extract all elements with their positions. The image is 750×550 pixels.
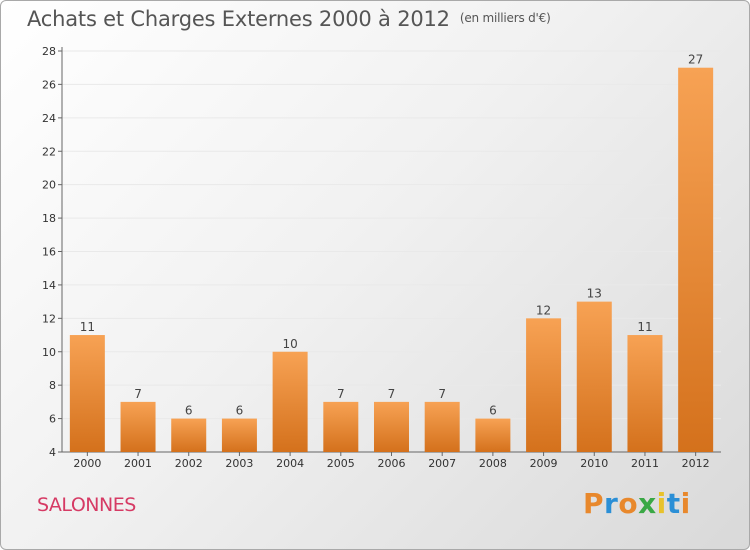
data-label: 6 <box>185 404 193 418</box>
y-tick-label: 14 <box>42 279 56 292</box>
data-label: 7 <box>438 387 446 401</box>
data-label: 6 <box>489 404 497 418</box>
logo-letter: r <box>604 487 619 520</box>
bar-2010 <box>576 301 612 452</box>
data-label: 10 <box>282 337 297 351</box>
y-tick-label: 26 <box>42 78 56 91</box>
chart-subtitle: (en milliers d'€) <box>459 11 551 25</box>
x-tick-labels: 2000 2001 2002 2003 2004 2005 2006 2007 2008 2009… <box>73 457 709 470</box>
bar-2012 <box>678 67 714 452</box>
logo-letter: x <box>638 487 657 520</box>
logo-letter: t <box>666 487 681 520</box>
chart-title-text: Achats et Charges Externes 2000 à 2012 <box>27 7 450 31</box>
proxiti-logo: Proxiti <box>583 487 691 520</box>
bar-2002 <box>171 418 207 452</box>
x-tick-label: 2009 <box>530 457 558 470</box>
y-tick-label: 18 <box>42 212 56 225</box>
bar-2004 <box>272 351 308 452</box>
data-label: 7 <box>337 387 345 401</box>
y-tick-label: 24 <box>42 112 56 125</box>
logo-letter: P <box>583 487 605 520</box>
x-tick-label: 2006 <box>378 457 406 470</box>
x-tick-label: 2008 <box>479 457 507 470</box>
x-tick-label: 2001 <box>124 457 152 470</box>
bar-2007 <box>424 401 460 452</box>
x-tick-label: 2010 <box>580 457 608 470</box>
y-tick-label: 22 <box>42 145 56 158</box>
bars: 11 7 6 6 10 7 7 7 6 12 13 11 27 <box>69 53 714 452</box>
y-tick-label: 28 <box>42 45 56 58</box>
y-tick-labels: 4 6 8 10 12 14 16 18 20 22 24 26 28 <box>42 45 56 459</box>
y-tick-label: 16 <box>42 246 56 259</box>
chart-title: Achats et Charges Externes 2000 à 2012 (e… <box>27 7 551 31</box>
y-tick-label: 6 <box>49 413 56 426</box>
grid-lines <box>62 50 721 420</box>
bar-2008 <box>475 418 511 452</box>
x-tick-label: 2000 <box>73 457 101 470</box>
x-tick-label: 2003 <box>225 457 253 470</box>
bar-2006 <box>374 401 409 452</box>
x-tick-label: 2012 <box>682 457 710 470</box>
bar-2000 <box>69 335 105 452</box>
x-tick-label: 2011 <box>631 457 659 470</box>
place-name: SALONNES <box>37 494 136 516</box>
data-label: 11 <box>637 320 652 334</box>
data-label: 11 <box>80 320 95 334</box>
y-tick-label: 8 <box>49 379 56 392</box>
bar-2003 <box>221 418 257 452</box>
x-tick-label: 2007 <box>428 457 456 470</box>
x-tick-label: 2005 <box>327 457 355 470</box>
data-label: 7 <box>388 387 396 401</box>
bar-2001 <box>120 401 156 452</box>
x-tick-label: 2002 <box>175 457 203 470</box>
data-label: 7 <box>134 387 142 401</box>
data-label: 27 <box>688 53 703 67</box>
x-tick-label: 2004 <box>276 457 304 470</box>
logo-letter: o <box>618 487 639 520</box>
y-tick-label: 20 <box>42 179 56 192</box>
bar-2009 <box>526 318 562 452</box>
data-label: 6 <box>236 404 244 418</box>
bar-2011 <box>627 335 663 452</box>
logo-letter: i <box>680 487 691 520</box>
y-tick-label: 4 <box>49 446 56 459</box>
y-tick-label: 10 <box>42 346 56 359</box>
y-tick-label: 12 <box>42 312 56 325</box>
data-label: 12 <box>536 303 551 317</box>
bar-2005 <box>323 401 359 452</box>
data-label: 13 <box>587 287 602 301</box>
logo-letter: i <box>656 487 667 520</box>
